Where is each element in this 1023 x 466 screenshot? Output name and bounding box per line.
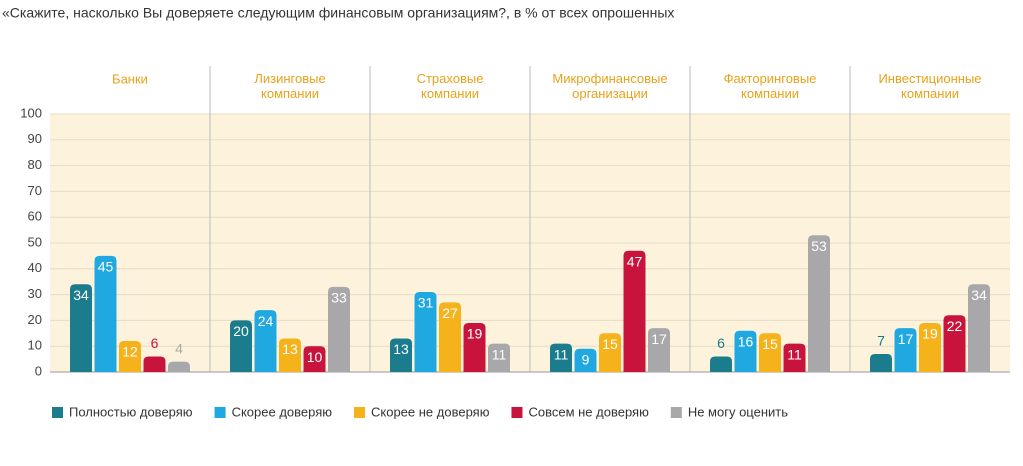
- value-label: 19: [467, 326, 483, 342]
- value-label: 53: [811, 238, 827, 254]
- value-label: 15: [762, 336, 778, 352]
- bar: [759, 333, 781, 372]
- y-tick-label: 10: [28, 338, 42, 353]
- category-label-line: компании: [261, 86, 319, 101]
- bar: [230, 320, 252, 372]
- y-tick-label: 70: [28, 183, 42, 198]
- value-label: 27: [442, 305, 458, 321]
- bar: [710, 356, 732, 372]
- bar: [328, 286, 350, 372]
- value-label: 12: [122, 344, 138, 360]
- value-label: 6: [717, 335, 725, 351]
- value-label: 13: [393, 341, 409, 357]
- legend-label: Совсем не доверяю: [528, 404, 649, 419]
- y-tick-label: 0: [35, 363, 42, 378]
- category-label-line: компании: [741, 86, 799, 101]
- value-label: 11: [554, 346, 569, 362]
- bar: [574, 348, 597, 372]
- bar: [968, 284, 990, 372]
- value-label: 34: [73, 287, 89, 303]
- value-label: 17: [898, 331, 914, 347]
- category-label: Факторинговые компании: [724, 71, 817, 101]
- y-tick-label: 100: [20, 105, 42, 120]
- bar: [648, 328, 670, 372]
- value-label: 34: [971, 287, 987, 303]
- legend-swatch: [354, 407, 365, 418]
- bar: [919, 322, 941, 372]
- value-label: 11: [492, 346, 507, 362]
- category-label: Банки: [112, 71, 148, 86]
- bar: [390, 338, 412, 372]
- bar: [303, 346, 326, 372]
- legend-swatch: [511, 407, 523, 418]
- bar: [808, 235, 830, 372]
- category-label-line: Факторинговые: [724, 71, 817, 86]
- value-label: 17: [651, 331, 667, 347]
- bar: [943, 315, 966, 372]
- category-label-line: Микрофинансовые: [552, 71, 667, 86]
- y-tick-label: 30: [28, 286, 42, 301]
- value-label: 45: [98, 259, 114, 275]
- bar: [254, 310, 277, 372]
- bar: [599, 333, 621, 372]
- bar: [414, 292, 437, 372]
- y-tick-label: 90: [28, 131, 42, 146]
- legend-swatch: [52, 407, 63, 418]
- category-label-line: Страховые: [417, 71, 484, 86]
- value-label: 7: [877, 333, 885, 349]
- bar: [488, 343, 510, 372]
- bar: [734, 330, 757, 372]
- y-tick-label: 50: [28, 234, 42, 249]
- value-label: 19: [922, 326, 938, 342]
- legend-label: Скорее доверяю: [232, 404, 333, 419]
- y-tick-label: 80: [28, 157, 42, 172]
- category-label-line: компании: [901, 86, 959, 101]
- y-tick-label: 60: [28, 209, 42, 224]
- value-label: 24: [258, 313, 274, 329]
- value-label: 33: [331, 290, 347, 306]
- legend-swatch: [214, 407, 226, 418]
- bar: [870, 353, 892, 372]
- category-label-line: организации: [572, 86, 648, 101]
- value-label: 11: [787, 346, 802, 362]
- category-label: Лизинговые компании: [254, 71, 325, 101]
- y-tick-label: 40: [28, 260, 42, 275]
- bar: [94, 255, 117, 372]
- bar: [439, 302, 461, 372]
- value-label: 31: [418, 295, 434, 311]
- bar: [119, 341, 141, 372]
- category-label-line: компании: [421, 86, 479, 101]
- chart-title: «Скажите, насколько Вы доверяете следующ…: [2, 5, 674, 21]
- category-label: Микрофинансовые организации: [552, 71, 667, 101]
- value-label: 10: [307, 349, 323, 365]
- y-tick-label: 20: [28, 312, 42, 327]
- value-label: 13: [282, 341, 298, 357]
- category-label: Инвестиционные компании: [878, 71, 981, 101]
- legend-swatch: [670, 407, 682, 418]
- category-label: Страховые компании: [417, 71, 484, 101]
- bar: [463, 322, 486, 372]
- value-label: 15: [602, 336, 618, 352]
- category-label-line: Лизинговые: [254, 71, 325, 86]
- bar: [894, 328, 917, 372]
- bar: [783, 343, 806, 372]
- bar: [70, 284, 92, 372]
- value-label: 6: [151, 335, 159, 351]
- value-label: 16: [738, 333, 754, 349]
- value-label: 9: [582, 351, 590, 367]
- bar: [143, 356, 166, 372]
- bar: [168, 361, 190, 372]
- value-label: 20: [233, 323, 249, 339]
- value-label: 22: [947, 318, 963, 334]
- category-label-line: Инвестиционные: [878, 71, 981, 86]
- value-label: 47: [627, 253, 643, 269]
- legend-label: Не могу оценить: [688, 404, 788, 419]
- value-label: 4: [175, 340, 183, 356]
- bar: [623, 250, 646, 372]
- legend-label: Полностью доверяю: [69, 404, 193, 419]
- bar: [279, 338, 301, 372]
- bar: [550, 343, 572, 372]
- legend-label: Скорее не доверяю: [371, 404, 490, 419]
